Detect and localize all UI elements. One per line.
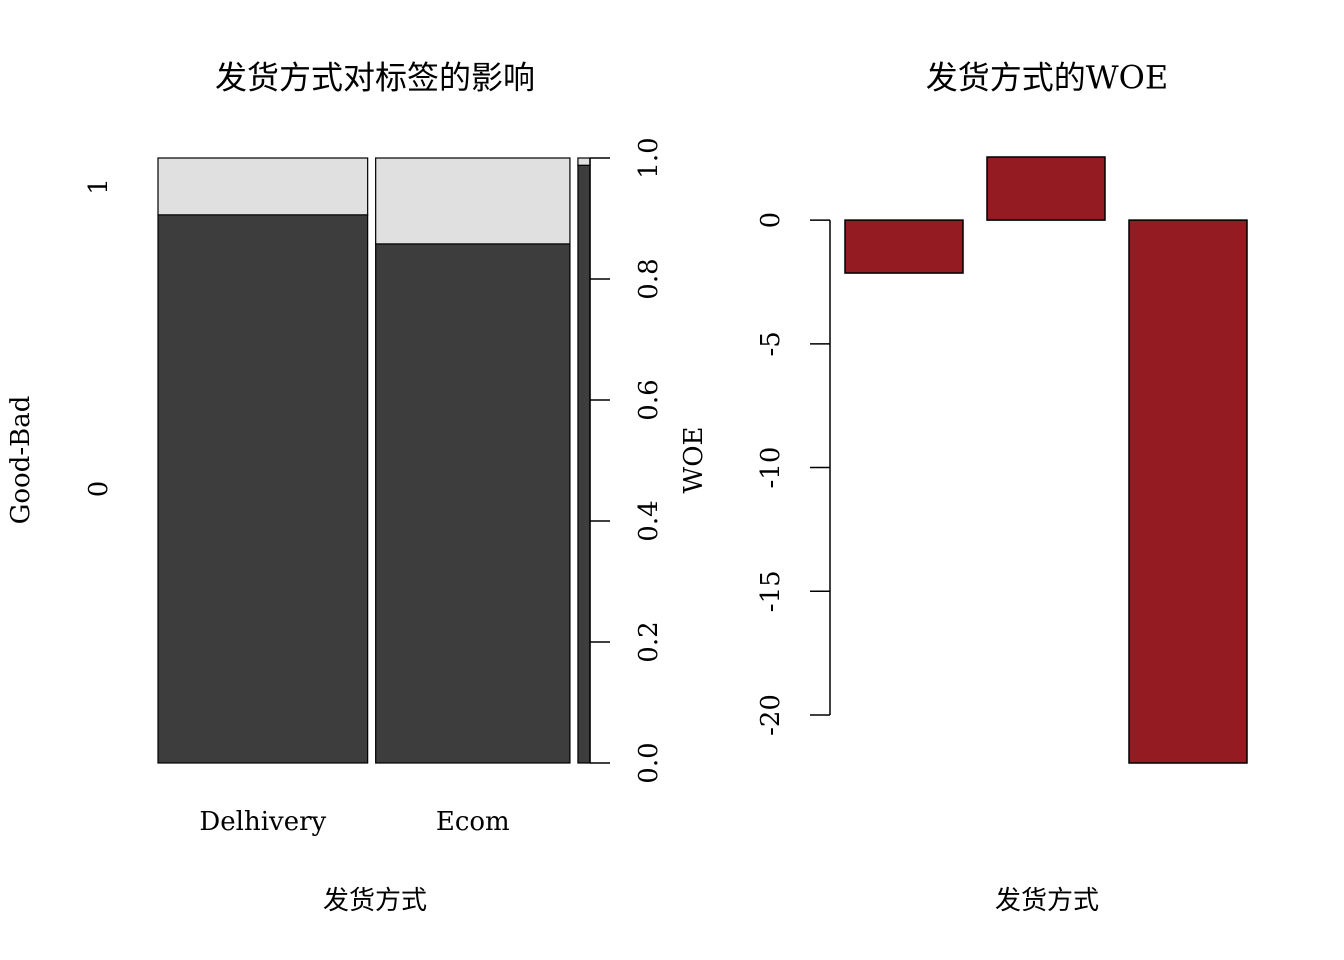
y-tick-label: 0.8 — [634, 258, 664, 299]
bar-segment — [577, 157, 591, 166]
y-tick-label: 0 — [756, 212, 786, 229]
y-tick-label: -15 — [756, 570, 786, 612]
x-tick-label: Delhivery — [199, 807, 326, 837]
y-tick-label: 1.0 — [634, 137, 664, 178]
y-tick-label: 0.2 — [634, 621, 664, 662]
y-tick-label: 0.4 — [634, 500, 664, 541]
bar-segment — [375, 243, 571, 764]
bar — [986, 156, 1106, 221]
bar — [844, 219, 964, 274]
y-tick-label: -10 — [756, 447, 786, 489]
x-tick-label: Ecom — [436, 807, 510, 837]
y-category-label: 0 — [84, 481, 114, 498]
bar-segment — [157, 157, 369, 216]
y-axis-label: WOE — [679, 426, 709, 493]
chart-title: 发货方式对标签的影响 — [215, 59, 535, 97]
chart-title: 发货方式的WOE — [926, 59, 1169, 97]
y-tick-label: 0.0 — [634, 742, 664, 783]
bar-segment — [157, 214, 369, 764]
x-axis-label: 发货方式 — [995, 886, 1099, 916]
bar-segment — [577, 164, 591, 764]
y-tick-label: -5 — [756, 331, 786, 356]
y-axis-label: Good-Bad — [6, 396, 36, 525]
bar-segment — [375, 157, 571, 245]
y-tick-label: 0.6 — [634, 379, 664, 420]
bar — [1128, 219, 1248, 764]
y-category-label: 1 — [84, 178, 114, 195]
y-tick-label: -20 — [756, 694, 786, 736]
x-axis-label: 发货方式 — [323, 886, 427, 916]
